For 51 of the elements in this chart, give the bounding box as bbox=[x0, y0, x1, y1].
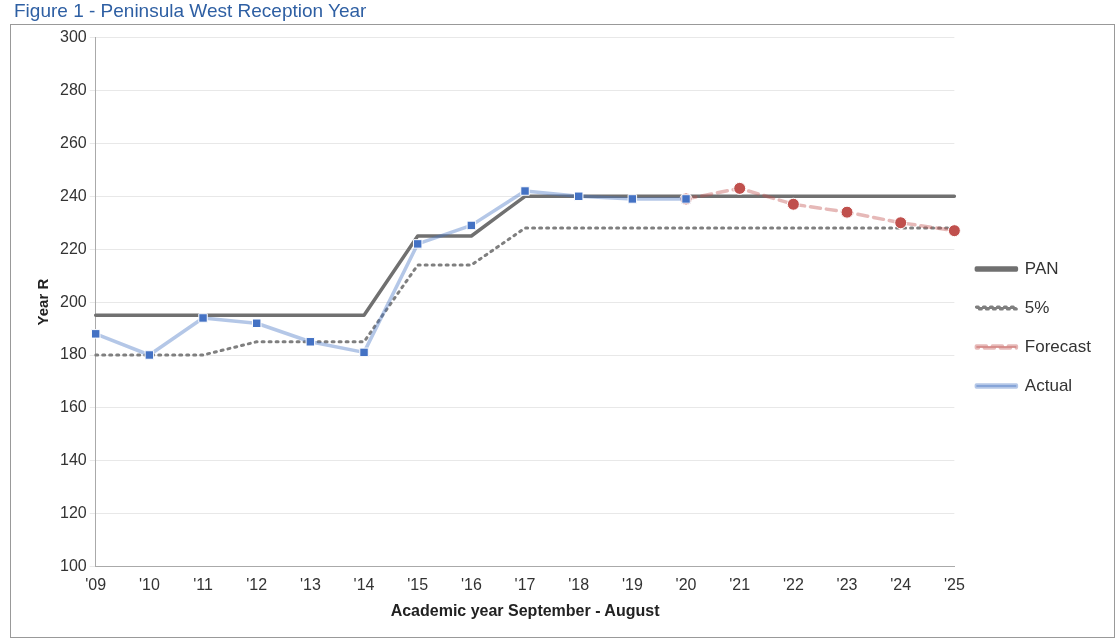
point bbox=[144, 350, 155, 360]
y-tick-label: 280 bbox=[59, 80, 87, 98]
y-tick-label: 180 bbox=[59, 345, 87, 363]
x-tick-label: '16 bbox=[460, 575, 482, 593]
x-tick-label: '25 bbox=[943, 575, 965, 593]
y-axis-title: Year R bbox=[34, 278, 52, 326]
x-tick-label: '23 bbox=[836, 575, 858, 593]
x-tick-label: '14 bbox=[353, 575, 375, 593]
point bbox=[733, 181, 747, 195]
point bbox=[894, 216, 908, 230]
x-tick-label: '21 bbox=[729, 575, 751, 593]
point bbox=[251, 318, 262, 328]
y-tick-label: 140 bbox=[59, 451, 87, 469]
y-tick-label: 120 bbox=[59, 504, 87, 522]
y-tick-label: 240 bbox=[59, 186, 87, 204]
y-tick-label: 260 bbox=[59, 133, 87, 151]
x-tick-label: '19 bbox=[621, 575, 643, 593]
point bbox=[520, 186, 530, 196]
point bbox=[786, 197, 800, 211]
x-tick-label: '24 bbox=[890, 575, 912, 593]
legend-label: PAN bbox=[1024, 258, 1059, 278]
point bbox=[840, 205, 854, 219]
point bbox=[627, 194, 638, 204]
y-tick-label: 200 bbox=[59, 292, 87, 310]
point bbox=[198, 313, 208, 323]
point bbox=[573, 191, 584, 202]
point bbox=[466, 220, 477, 231]
y-tick-label: 220 bbox=[59, 239, 87, 257]
x-axis-title: Academic year September - August bbox=[390, 601, 661, 619]
x-tick-label: '18 bbox=[568, 575, 590, 593]
x-tick-label: '10 bbox=[138, 575, 160, 593]
y-tick-label: 300 bbox=[59, 28, 87, 46]
x-tick-label: '20 bbox=[675, 575, 697, 593]
chart-title: Figure 1 - Peninsula West Reception Year bbox=[14, 0, 367, 22]
x-tick-label: '12 bbox=[246, 575, 268, 593]
x-tick-label: '13 bbox=[299, 575, 321, 593]
legend-label: Actual bbox=[1024, 375, 1073, 395]
x-tick-label: '17 bbox=[514, 575, 536, 593]
x-tick-label: '15 bbox=[407, 575, 429, 593]
x-tick-label: '11 bbox=[193, 575, 213, 593]
legend-label: 5% bbox=[1024, 297, 1050, 317]
y-tick-label: 160 bbox=[59, 398, 87, 416]
point bbox=[412, 239, 423, 249]
point bbox=[90, 329, 101, 339]
y-tick-label: 100 bbox=[59, 557, 87, 575]
x-tick-label: '22 bbox=[782, 575, 804, 593]
point bbox=[947, 224, 961, 238]
legend-label: Forecast bbox=[1024, 336, 1092, 356]
x-tick-label: '09 bbox=[85, 575, 107, 593]
point bbox=[305, 337, 316, 347]
point bbox=[359, 347, 369, 358]
